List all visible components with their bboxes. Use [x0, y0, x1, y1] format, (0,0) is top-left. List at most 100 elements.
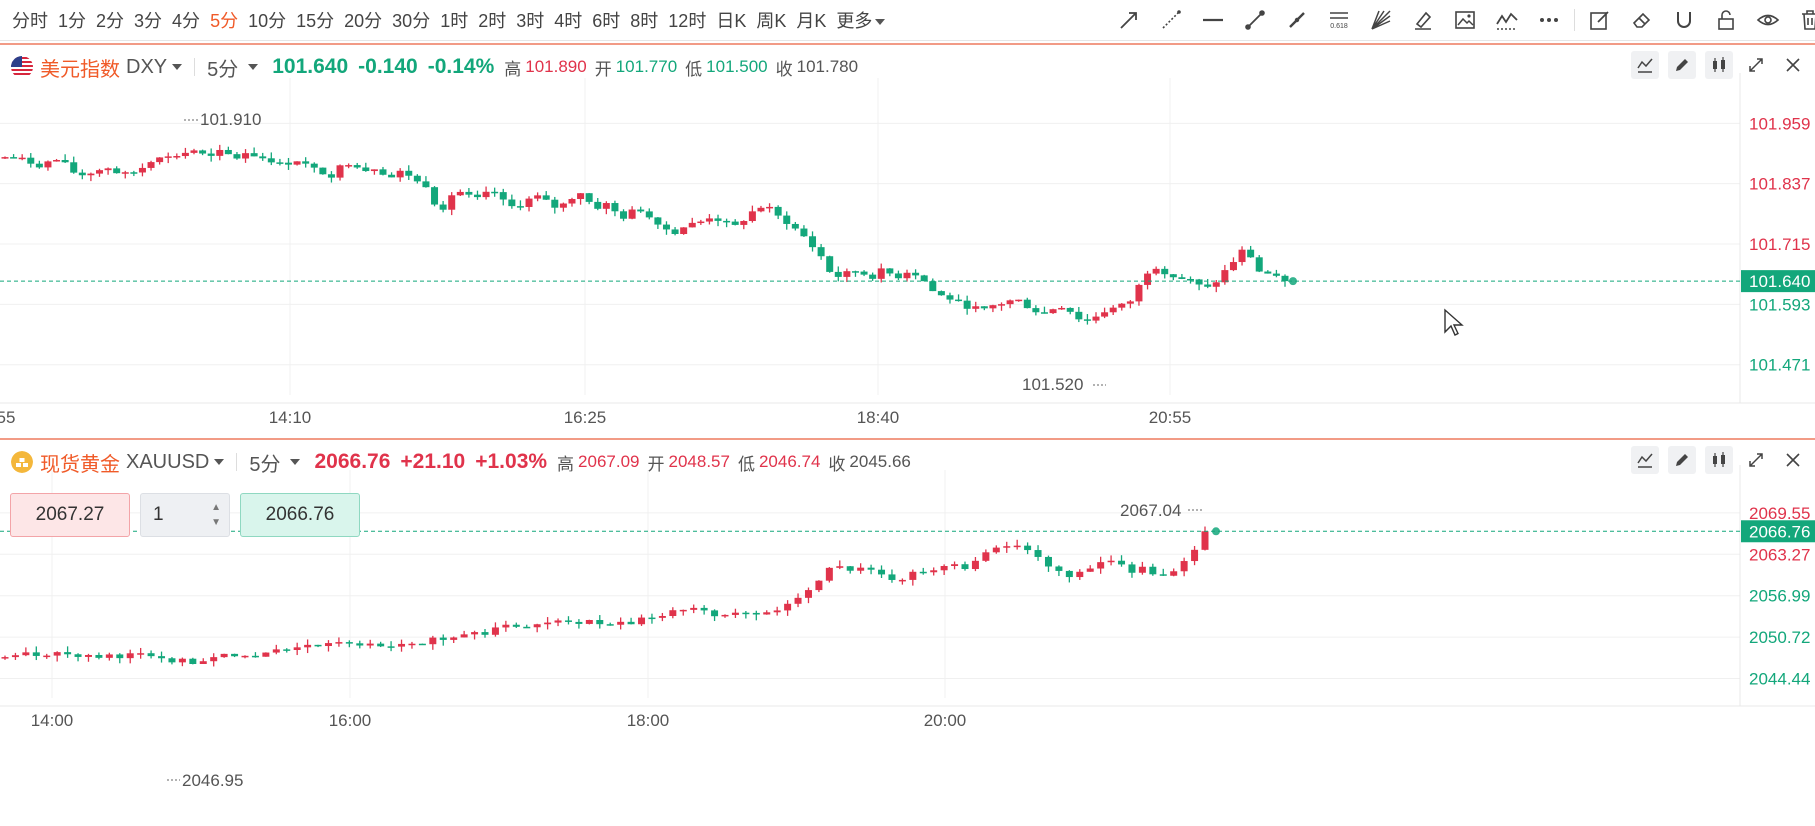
time-tick-label: 20:55	[1149, 408, 1192, 427]
candle-body	[594, 201, 602, 209]
last-price-dot	[1289, 277, 1297, 286]
wave-pattern-icon[interactable]	[1486, 0, 1528, 40]
candle-body	[104, 168, 112, 171]
candle-body	[95, 654, 103, 658]
candle-body	[971, 560, 979, 570]
price-change: -0.140	[358, 55, 418, 78]
candle-body	[654, 217, 662, 225]
symbol-dropdown-icon[interactable]	[214, 459, 225, 465]
candle-body	[554, 620, 562, 623]
candle-body	[310, 163, 318, 168]
time-tick-label: 18:00	[627, 711, 670, 730]
ray-tool-icon[interactable]	[1150, 0, 1192, 40]
indicator-icon[interactable]	[1631, 51, 1659, 79]
high-mark-label: 101.910	[200, 110, 261, 129]
xauusd-chart[interactable]: 2069.552066.762063.272056.992050.722044.…	[0, 438, 1815, 826]
symbol-dropdown-icon[interactable]	[172, 64, 183, 70]
candle-body	[1065, 570, 1073, 578]
sell-button[interactable]: 2067.27	[10, 493, 130, 537]
candle-body	[471, 632, 479, 635]
period-option[interactable]: 3分	[134, 11, 163, 31]
period-option[interactable]: 日K	[716, 11, 747, 31]
period-option[interactable]: 1时	[440, 11, 469, 31]
period-selector: 分时 1分 2分 3分 4分 5分 10分 15分 20分 30分 1时 2时 3时 4时 6时 8时 12时日…	[0, 7, 891, 33]
period-option[interactable]: 4时	[554, 11, 583, 31]
period-option[interactable]: 5分	[210, 11, 239, 31]
candle-body	[460, 634, 468, 638]
candle-body	[137, 653, 145, 655]
candle-body	[523, 626, 531, 629]
expand-icon[interactable]	[1742, 446, 1770, 474]
more-periods-button[interactable]: 更多	[832, 7, 891, 33]
candle-body	[757, 207, 765, 212]
symbol-name[interactable]: 美元指数	[40, 58, 120, 81]
timeframe-dropdown-icon[interactable]	[248, 64, 259, 70]
candle-body	[920, 275, 928, 282]
period-option[interactable]: 30分	[392, 11, 431, 31]
pencil-icon[interactable]	[1668, 51, 1696, 79]
stepper-arrows-icon[interactable]: ▲ ▼	[211, 502, 221, 528]
arrow-tool-icon[interactable]	[1108, 0, 1150, 40]
timeframe-dropdown-icon[interactable]	[290, 459, 301, 465]
period-option[interactable]: 4分	[172, 11, 201, 31]
symbol-code[interactable]: DXY	[126, 55, 168, 78]
period-option[interactable]: 月K	[796, 11, 827, 31]
trend-line-icon[interactable]	[1234, 0, 1276, 40]
candle-body	[919, 571, 927, 574]
edit-note-icon[interactable]	[1579, 0, 1621, 40]
period-option[interactable]: 10分	[248, 11, 287, 31]
pencil-icon[interactable]	[1668, 446, 1696, 474]
magnet-icon[interactable]	[1663, 0, 1705, 40]
fibonacci-icon[interactable]: 0.618	[1318, 0, 1360, 40]
trash-icon[interactable]	[1789, 0, 1815, 40]
candle-body	[242, 153, 250, 159]
candle-body	[980, 306, 988, 309]
timeframe-select[interactable]: 5分	[207, 58, 239, 81]
candle-body	[1138, 566, 1146, 573]
price-tick-label: 101.837	[1749, 175, 1810, 194]
candle-body	[834, 271, 842, 277]
more-tools-icon[interactable]	[1528, 0, 1570, 40]
symbol-name[interactable]: 现货黄金	[40, 453, 120, 476]
period-option[interactable]: 3时	[516, 11, 545, 31]
last-price: 2066.76	[314, 450, 391, 473]
period-option[interactable]: 12时	[668, 11, 707, 31]
lock-icon[interactable]	[1705, 0, 1747, 40]
quantity-stepper[interactable]: 1 ▲ ▼	[140, 493, 230, 537]
candle-type-icon[interactable]	[1705, 51, 1733, 79]
period-option[interactable]: 周K	[756, 11, 787, 31]
candle-body	[1281, 275, 1289, 282]
image-tool-icon[interactable]	[1444, 0, 1486, 40]
candle-body	[95, 170, 103, 174]
period-option[interactable]: 1分	[58, 11, 87, 31]
candle-body	[1161, 268, 1169, 275]
candle-body	[1109, 307, 1117, 313]
highlighter-icon[interactable]	[1402, 0, 1444, 40]
dxy-chart[interactable]: 101.959 101.837 101.715 101.640 101.593 101.4…	[0, 43, 1815, 438]
period-option[interactable]: 15分	[296, 11, 335, 31]
period-option[interactable]: 6时	[592, 11, 621, 31]
symbol-code[interactable]: XAUUSD	[126, 450, 210, 473]
candle-body	[1075, 311, 1083, 320]
eye-icon[interactable]	[1747, 0, 1789, 40]
period-option[interactable]: 8时	[630, 11, 659, 31]
close-icon[interactable]	[1779, 51, 1807, 79]
indicator-icon[interactable]	[1631, 446, 1659, 474]
horizontal-line-icon[interactable]	[1192, 0, 1234, 40]
gann-fan-icon[interactable]	[1360, 0, 1402, 40]
candle-body	[1187, 278, 1195, 281]
candle-type-icon[interactable]	[1705, 446, 1733, 474]
period-option[interactable]: 2时	[478, 11, 507, 31]
dxy-panel: 101.959 101.837 101.715 101.640 101.593 101.4…	[0, 43, 1815, 438]
period-option[interactable]: 分时	[12, 11, 48, 31]
period-option[interactable]: 20分	[344, 11, 383, 31]
close-icon[interactable]	[1779, 446, 1807, 474]
candle-body	[173, 156, 181, 158]
candle-body	[1023, 299, 1031, 309]
period-option[interactable]: 2分	[96, 11, 125, 31]
pen-line-icon[interactable]	[1276, 0, 1318, 40]
buy-button[interactable]: 2066.76	[240, 493, 360, 537]
eraser-icon[interactable]	[1621, 0, 1663, 40]
expand-icon[interactable]	[1742, 51, 1770, 79]
timeframe-select[interactable]: 5分	[249, 453, 281, 476]
